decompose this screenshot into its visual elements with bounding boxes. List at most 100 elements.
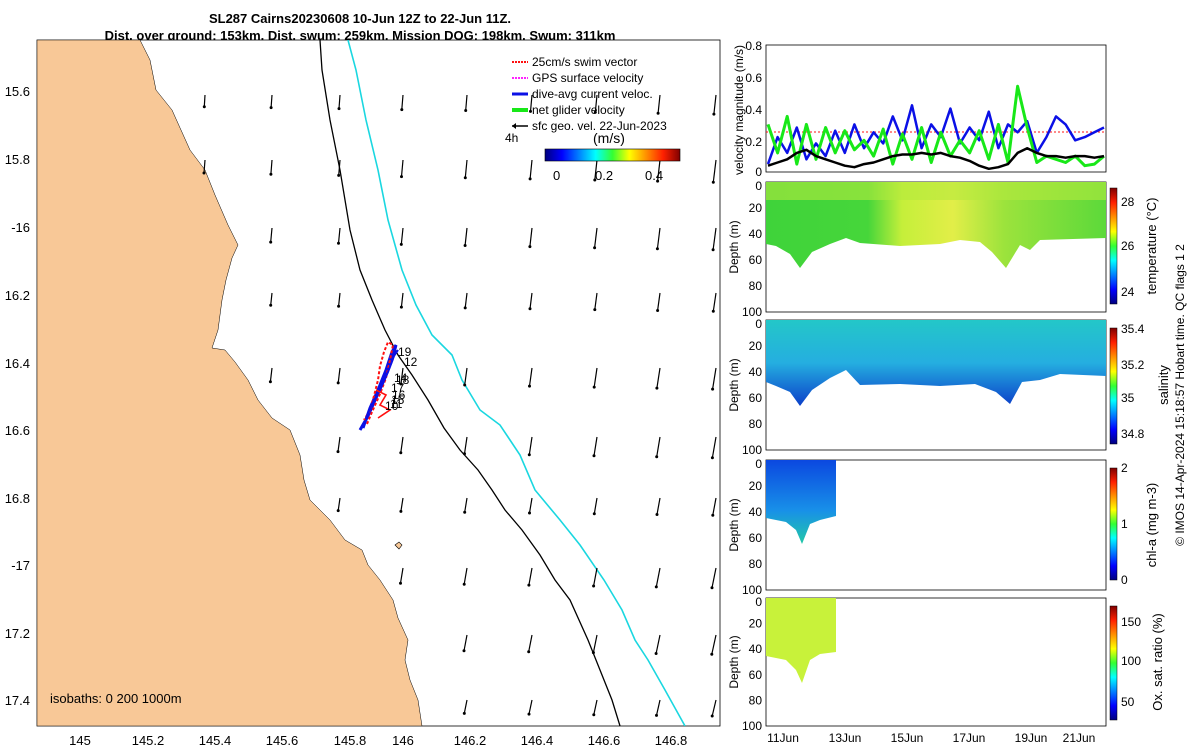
time-tick: 17Jun <box>953 731 986 745</box>
y-tick: 0.4 <box>745 103 762 117</box>
depth-ylabel: Depth (m) <box>727 220 741 273</box>
velocity-arrow <box>656 497 661 515</box>
arrow-head <box>400 175 403 179</box>
depth-ylabel: Depth (m) <box>727 358 741 411</box>
day-label: 12 <box>404 355 418 369</box>
y-tick: -17 <box>11 558 30 573</box>
arrow-head <box>592 512 596 516</box>
temperature-panel: 24 26 28 temperature (°C) <box>765 181 1159 313</box>
velocity-arrow <box>594 94 598 113</box>
velocity-arrow <box>269 367 273 382</box>
arrow-head <box>337 107 341 111</box>
arrow-head <box>337 173 341 177</box>
y-tick: 0.8 <box>745 39 762 53</box>
velocity-arrow <box>400 227 404 245</box>
arrow-head <box>527 453 531 457</box>
velocity-arrow <box>655 699 661 716</box>
depth-tick: 80 <box>749 557 763 571</box>
colorbar-tick: 0.2 <box>595 168 613 183</box>
velocity-arrow <box>337 227 341 244</box>
arrow-head <box>269 240 273 244</box>
temperature-section <box>766 182 1106 268</box>
arrow-head <box>592 385 596 389</box>
chla-panel: 0 1 2 chl-a (mg m-3) <box>765 459 1159 591</box>
arrow-head <box>655 513 659 516</box>
time-tick: 13Jun <box>829 731 862 745</box>
time-tick: 15Jun <box>891 731 924 745</box>
velocity-arrow <box>270 227 273 243</box>
oxygen-panel: 50 100 150 Ox. sat. ratio (%) <box>765 597 1165 727</box>
oxygen-cbar-ticks: 50 100 150 <box>1121 615 1141 709</box>
velocity-arrow <box>656 436 661 457</box>
temperature-surface-layer <box>766 182 1106 200</box>
arrow-head <box>710 586 714 590</box>
depth-tick: 80 <box>749 693 763 707</box>
legend-label: sfc geo. vel. 22-Jun-2023 <box>532 119 667 133</box>
velocity-line-sfc-geo <box>767 146 1105 171</box>
velocity-arrow <box>400 436 404 453</box>
velocity-arrow <box>713 94 717 115</box>
salinity-cbar-ticks: 34.8 35 35.2 35.4 <box>1121 322 1145 441</box>
credit-text: © IMOS 14-Apr-2024 15:18:57 Hobart time.… <box>1173 244 1187 546</box>
temperature-cbar-ticks: 24 26 28 <box>1121 195 1135 299</box>
depth-tick: 40 <box>749 505 763 519</box>
isobath-200 <box>319 40 621 726</box>
arrow-head <box>528 384 531 388</box>
arrow-head <box>528 511 531 515</box>
arrow-head <box>528 307 532 311</box>
arrow-head <box>592 454 596 458</box>
speed-colorbar <box>544 148 681 162</box>
velocity-arrow <box>594 159 598 181</box>
title-line-1: SL287 Cairns20230608 10-Jun 12Z to 22-Ju… <box>208 11 512 26</box>
cbar-tick: 35 <box>1121 391 1135 405</box>
depth-tick: 100 <box>742 305 762 319</box>
arrow-head <box>202 105 206 109</box>
depth-tick: 0 <box>755 457 762 471</box>
arrow-icon <box>512 123 516 129</box>
arrow-head <box>399 382 403 386</box>
velocity-arrow <box>399 567 404 584</box>
arrow-head <box>337 304 341 308</box>
velocity-arrow <box>465 94 468 111</box>
velocity-arrow <box>464 497 468 513</box>
velocity-arrow <box>712 159 717 183</box>
arrow-head <box>202 171 206 175</box>
arrow-head <box>527 650 531 654</box>
velocity-arrow <box>337 367 341 383</box>
velocity-arrow <box>463 699 468 714</box>
velocity-arrows <box>202 94 717 718</box>
temperature-colorbar <box>1109 187 1118 305</box>
y-tick: 16.4 <box>5 356 30 371</box>
depth-ylabel: Depth (m) <box>727 498 741 551</box>
arrow-head <box>336 450 340 454</box>
velocity-arrow <box>528 634 533 652</box>
oxygen-colorbar <box>1109 605 1118 721</box>
arrow-head <box>710 714 714 718</box>
velocity-arrow <box>657 292 661 311</box>
title-line-2: Dist. over ground: 153km. Dist. swum: 25… <box>104 28 616 43</box>
day-label: 14 <box>394 371 408 385</box>
cbar-tick: 34.8 <box>1121 427 1145 441</box>
velocity-arrow <box>270 159 273 175</box>
velocity-arrow <box>270 94 273 108</box>
legend-label: net glider velocity <box>532 103 625 117</box>
arrow-head <box>529 109 532 113</box>
velocity-arrow <box>528 367 533 387</box>
velocity-arrow <box>528 436 533 455</box>
arrow-head <box>710 456 714 460</box>
y-tick: 15.6 <box>5 84 30 99</box>
depth-tick: 80 <box>749 417 763 431</box>
velocity-arrow <box>657 159 661 182</box>
arrow-head <box>464 109 468 112</box>
time-tick: 11Jun <box>767 731 799 745</box>
chla-cbar-ticks: 0 1 2 <box>1121 461 1128 587</box>
arrow-head <box>656 179 660 183</box>
x-tick: 146.2 <box>454 733 487 748</box>
velocity-arrow <box>464 292 468 308</box>
map-panel: 19 12 14 18 17 16 15 11 10 25cm/s swim v… <box>5 39 721 748</box>
x-tick: 145 <box>69 733 91 748</box>
arrow-head <box>463 510 467 514</box>
oxygen-label: Ox. sat. ratio (%) <box>1150 613 1165 711</box>
arrow-head <box>527 712 531 716</box>
